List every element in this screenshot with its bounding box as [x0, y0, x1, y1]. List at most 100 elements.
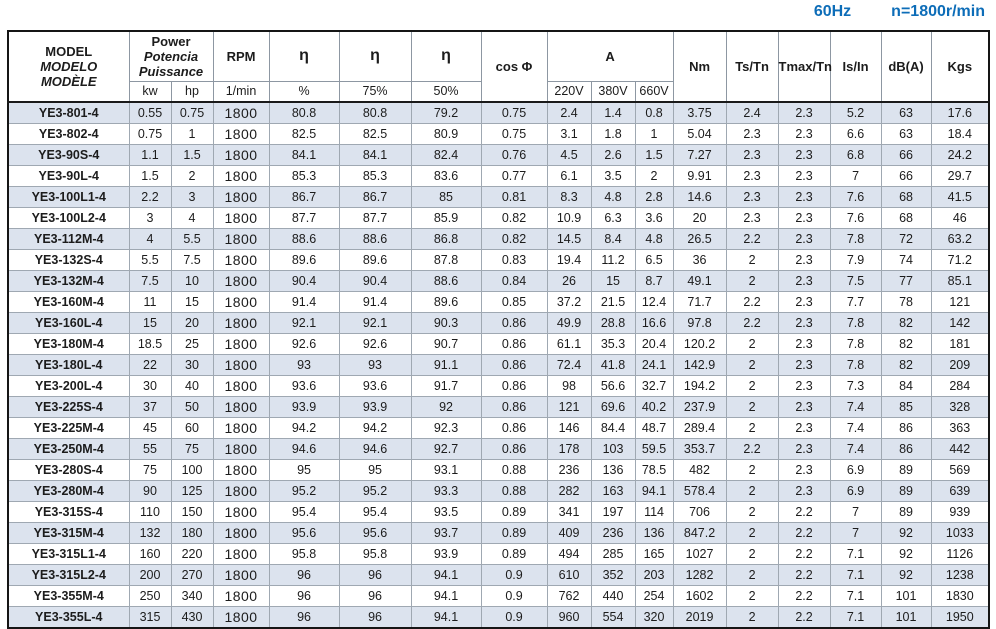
value-cell: 2.2: [777, 585, 831, 607]
value-cell: 6.6: [829, 123, 882, 145]
value-cell: 125: [170, 480, 214, 502]
value-cell: 5.5: [170, 228, 214, 250]
value-cell: 2.3: [777, 417, 831, 439]
value-cell: 2.3: [777, 333, 831, 355]
value-cell: 96: [338, 606, 412, 629]
value-cell: 2: [725, 543, 779, 565]
table-row: YE3-280S-4 75 100 1800 95 95 93.1 0.88 236 136 78.…: [7, 459, 990, 481]
value-cell: 36: [672, 249, 727, 271]
table-row: YE3-355M-4 250 340 1800 96 96 94.1 0.9 762 440 254…: [7, 585, 990, 607]
value-cell: 40.2: [634, 396, 674, 418]
value-cell: 960: [546, 606, 592, 629]
value-cell: 84: [880, 375, 932, 397]
unit-kw: kw: [128, 80, 172, 103]
value-cell: 1.4: [590, 101, 636, 124]
value-cell: 352: [590, 564, 636, 586]
value-cell: 0.83: [480, 249, 548, 271]
value-cell: 7.8: [829, 228, 882, 250]
value-cell: 100: [170, 459, 214, 481]
value-cell: 180: [170, 522, 214, 544]
value-cell: 7: [829, 501, 882, 523]
value-cell: 37: [128, 396, 172, 418]
value-cell: 2.3: [777, 249, 831, 271]
value-cell: 114: [634, 501, 674, 523]
value-cell: 0.75: [170, 101, 214, 124]
value-cell: 68: [880, 186, 932, 208]
value-cell: 1800: [212, 165, 270, 187]
speed-label: n=1800r/min: [891, 3, 985, 20]
value-cell: 160: [128, 543, 172, 565]
value-cell: 1238: [930, 564, 990, 586]
value-cell: 86.7: [268, 186, 340, 208]
table-row: YE3-225M-4 45 60 1800 94.2 94.2 92.3 0.86 146 84.…: [7, 417, 990, 439]
col-header-power: Power Potencia Puissance: [128, 30, 214, 82]
col-header-kgs: Kgs: [930, 30, 990, 103]
value-cell: 40: [170, 375, 214, 397]
value-cell: 2: [725, 585, 779, 607]
value-cell: 94.1: [634, 480, 674, 502]
value-cell: 96: [268, 585, 340, 607]
model-cell: YE3-180M-4: [7, 333, 130, 355]
value-cell: 5.2: [829, 101, 882, 124]
value-cell: 93.5: [410, 501, 482, 523]
value-cell: 0.86: [480, 375, 548, 397]
value-cell: 2.4: [546, 101, 592, 124]
value-cell: 84.1: [338, 144, 412, 166]
value-cell: 94.2: [338, 417, 412, 439]
table-row: YE3-200L-4 30 40 1800 93.6 93.6 91.7 0.86 98 56.6…: [7, 375, 990, 397]
value-cell: 96: [338, 585, 412, 607]
value-cell: 1800: [212, 459, 270, 481]
value-cell: 0.84: [480, 270, 548, 292]
value-cell: 88.6: [338, 228, 412, 250]
value-cell: 92.6: [338, 333, 412, 355]
value-cell: 1800: [212, 123, 270, 145]
value-cell: 82.5: [338, 123, 412, 145]
value-cell: 85: [880, 396, 932, 418]
table-row: YE3-315L2-4 200 270 1800 96 96 94.1 0.9 610 352 20…: [7, 564, 990, 586]
value-cell: 2.3: [777, 165, 831, 187]
table-row: YE3-180M-4 18.5 25 1800 92.6 92.6 90.7 0.86 61.1…: [7, 333, 990, 355]
value-cell: 91.7: [410, 375, 482, 397]
value-cell: 6.5: [634, 249, 674, 271]
table-body: YE3-801-4 0.55 0.75 1800 80.8 80.8 79.2 0.75 2.4…: [7, 101, 990, 629]
motor-spec-table: MODEL MODELO MODÈLE Power Potencia Puiss…: [7, 30, 991, 629]
value-cell: 89: [880, 459, 932, 481]
table-row: YE3-112M-4 4 5.5 1800 88.6 88.6 86.8 0.82 14.5 8.…: [7, 228, 990, 250]
value-cell: 61.1: [546, 333, 592, 355]
value-cell: 15: [590, 270, 636, 292]
value-cell: 1800: [212, 396, 270, 418]
value-cell: 93: [268, 354, 340, 376]
value-cell: 7.1: [829, 564, 882, 586]
model-label-fr: MODÈLE: [40, 74, 97, 89]
value-cell: 2: [725, 375, 779, 397]
value-cell: 92.1: [268, 312, 340, 334]
value-cell: 11.2: [590, 249, 636, 271]
value-cell: 2: [170, 165, 214, 187]
value-cell: 32.7: [634, 375, 674, 397]
value-cell: 1602: [672, 585, 727, 607]
value-cell: 2: [725, 522, 779, 544]
value-cell: 320: [634, 606, 674, 629]
value-cell: 0.75: [480, 101, 548, 124]
value-cell: 284: [930, 375, 990, 397]
value-cell: 0.88: [480, 480, 548, 502]
value-cell: 1.8: [590, 123, 636, 145]
value-cell: 0.8: [634, 101, 674, 124]
value-cell: 20: [672, 207, 727, 229]
value-cell: 96: [268, 606, 340, 629]
value-cell: 86.7: [338, 186, 412, 208]
value-cell: 94.1: [410, 606, 482, 629]
value-cell: 1800: [212, 501, 270, 523]
value-cell: 2.3: [777, 101, 831, 124]
value-cell: 89: [880, 480, 932, 502]
value-cell: 80.8: [268, 101, 340, 124]
value-cell: 91.4: [338, 291, 412, 313]
model-cell: YE3-160L-4: [7, 312, 130, 334]
value-cell: 1800: [212, 101, 270, 124]
value-cell: 6.3: [590, 207, 636, 229]
value-cell: 409: [546, 522, 592, 544]
table-row: YE3-315L1-4 160 220 1800 95.8 95.8 93.9 0.89 494…: [7, 543, 990, 565]
value-cell: 136: [634, 522, 674, 544]
model-cell: YE3-225M-4: [7, 417, 130, 439]
value-cell: 2: [725, 480, 779, 502]
